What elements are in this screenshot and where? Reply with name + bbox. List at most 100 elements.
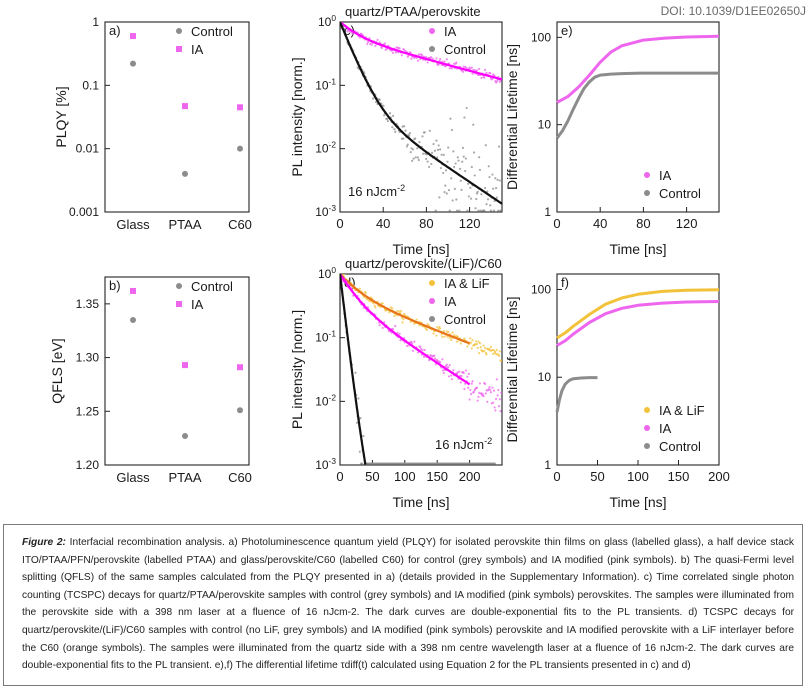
data-point-d-1-140	[441, 369, 445, 372]
data-point-c-1-155	[453, 165, 456, 169]
data-point-d-1-130	[434, 363, 437, 366]
data-point-c-1-191	[479, 209, 482, 212]
fit-line-c-1	[340, 22, 502, 205]
y-axis-label-a: PLQY [%]	[53, 86, 69, 147]
data-point-c-1-24	[356, 66, 359, 69]
data-point-d-1-170	[464, 382, 467, 385]
data-point-c-0-136	[439, 58, 442, 61]
legend-label-c-1: Control	[444, 42, 486, 57]
legend-label-c-0: IA	[444, 24, 457, 39]
data-point-c-0-189	[478, 67, 481, 71]
data-point-d-1-176	[468, 398, 471, 401]
series-line-e-0	[556, 34, 720, 104]
data-point-d-1-213	[495, 378, 498, 381]
y-tick-label-e-2: 100	[531, 30, 551, 44]
data-point-c-1-146	[446, 160, 449, 163]
data-point-c-1-198	[484, 144, 487, 147]
data-point-c-1-138	[440, 153, 443, 156]
y-tick-label-a-1: 0.01	[76, 142, 100, 156]
data-point-d-1-190	[478, 382, 482, 385]
data-point-d-1-179	[470, 382, 473, 385]
data-point-d-1-141	[442, 371, 445, 375]
y-tick-label-d-0-exp: -3	[329, 456, 337, 466]
data-point-c-0-76	[394, 51, 398, 54]
data-point-d-1-210	[493, 406, 496, 409]
data-point-c-0-134	[437, 63, 440, 66]
y-tick-label-c-3-exp: 0	[331, 13, 336, 23]
data-point-d-1-219	[500, 391, 502, 394]
data-point-c-1-119	[426, 160, 429, 163]
data-point-d-0-205	[489, 345, 493, 348]
data-point-d-2-28	[358, 450, 361, 453]
data-point-c-1-160	[456, 156, 459, 159]
data-point-d-0-118	[425, 328, 428, 332]
data-point-b-0-2	[237, 407, 243, 414]
data-point-d-2-33	[362, 434, 365, 438]
legend-marker-f-2	[644, 443, 650, 449]
data-point-c-1-204	[489, 204, 492, 207]
fit-line-d-1	[340, 274, 471, 386]
y-tick-label-c-1-exp: -2	[329, 140, 337, 150]
data-point-c-1-103	[414, 156, 417, 159]
data-point-d-1-106	[416, 351, 420, 354]
x-tick-label-d-2: 100	[394, 469, 416, 484]
data-point-d-1-168	[462, 371, 465, 374]
data-point-c-1-157	[454, 162, 457, 165]
data-point-c-1-173	[466, 209, 469, 212]
x-axis-label-e: Time [ns]	[609, 241, 666, 257]
data-point-c-1-117	[425, 157, 428, 160]
data-point-d-0-188	[477, 340, 480, 343]
x-tick-label-d-4: 200	[459, 469, 481, 484]
y-axis-label-d: PL intensity [norm.]	[289, 310, 305, 429]
data-point-c-1-184	[474, 207, 477, 210]
data-point-c-1-121	[428, 165, 431, 169]
legend-marker-c-0	[429, 28, 435, 34]
data-point-c-1-158	[455, 198, 458, 201]
data-point-c-0-199	[485, 71, 488, 74]
panel-label-b: b)	[109, 278, 121, 293]
x-category-label-b-0: Glass	[116, 470, 150, 485]
data-point-d-0-127	[432, 332, 435, 335]
data-point-c-1-181	[472, 123, 475, 126]
data-point-c-1-60	[383, 114, 386, 117]
data-point-c-1-214	[496, 178, 499, 181]
caption-text: Interfacial recombination analysis. a) P…	[22, 537, 794, 672]
data-point-d-0-47	[373, 304, 376, 307]
x-category-label-b-1: PTAA	[169, 470, 202, 485]
data-point-c-1-130	[434, 209, 437, 212]
data-point-c-0-109	[419, 58, 422, 61]
data-point-d-1-154	[452, 368, 455, 372]
data-point-c-0-107	[417, 53, 420, 56]
y-axis-label-c: PL intensity [norm.]	[289, 57, 305, 176]
data-point-c-1-175	[467, 195, 470, 198]
data-point-c-1-150	[449, 117, 452, 120]
figure-caption-box: Figure 2: Interfacial recombination anal…	[3, 524, 803, 686]
data-point-d-0-219	[500, 359, 502, 362]
legend-marker-b-1	[176, 301, 182, 307]
data-point-c-1-95	[408, 131, 412, 135]
legend-marker-c-1	[429, 46, 435, 52]
data-point-d-1-54	[378, 324, 381, 327]
data-point-d-0-187	[476, 346, 479, 349]
data-point-c-1-72	[391, 114, 395, 117]
data-point-d-1-186	[475, 386, 479, 389]
data-point-d-1-169	[463, 387, 466, 391]
series-line-f-1	[556, 300, 720, 347]
data-point-d-0-169	[463, 337, 466, 340]
data-point-c-1-174	[467, 182, 470, 185]
data-point-c-1-211	[494, 177, 497, 180]
data-point-d-0-71	[391, 307, 394, 310]
legend-marker-e-0	[644, 172, 650, 178]
data-point-d-0-211	[494, 350, 497, 353]
data-point-c-1-171	[464, 157, 468, 160]
data-point-c-1-183	[473, 174, 476, 177]
y-tick-label-a-3: 1	[92, 15, 99, 29]
data-point-d-1-204	[489, 388, 492, 391]
data-point-d-1-200	[486, 400, 489, 403]
data-point-c-1-159	[455, 209, 459, 212]
x-axis-label-d: Time [ns]	[392, 494, 449, 510]
legend-label-d-2: Control	[444, 312, 486, 327]
data-point-c-0-177	[469, 67, 472, 71]
data-point-a-0-0	[130, 60, 136, 67]
data-point-d-0-136	[439, 327, 442, 330]
